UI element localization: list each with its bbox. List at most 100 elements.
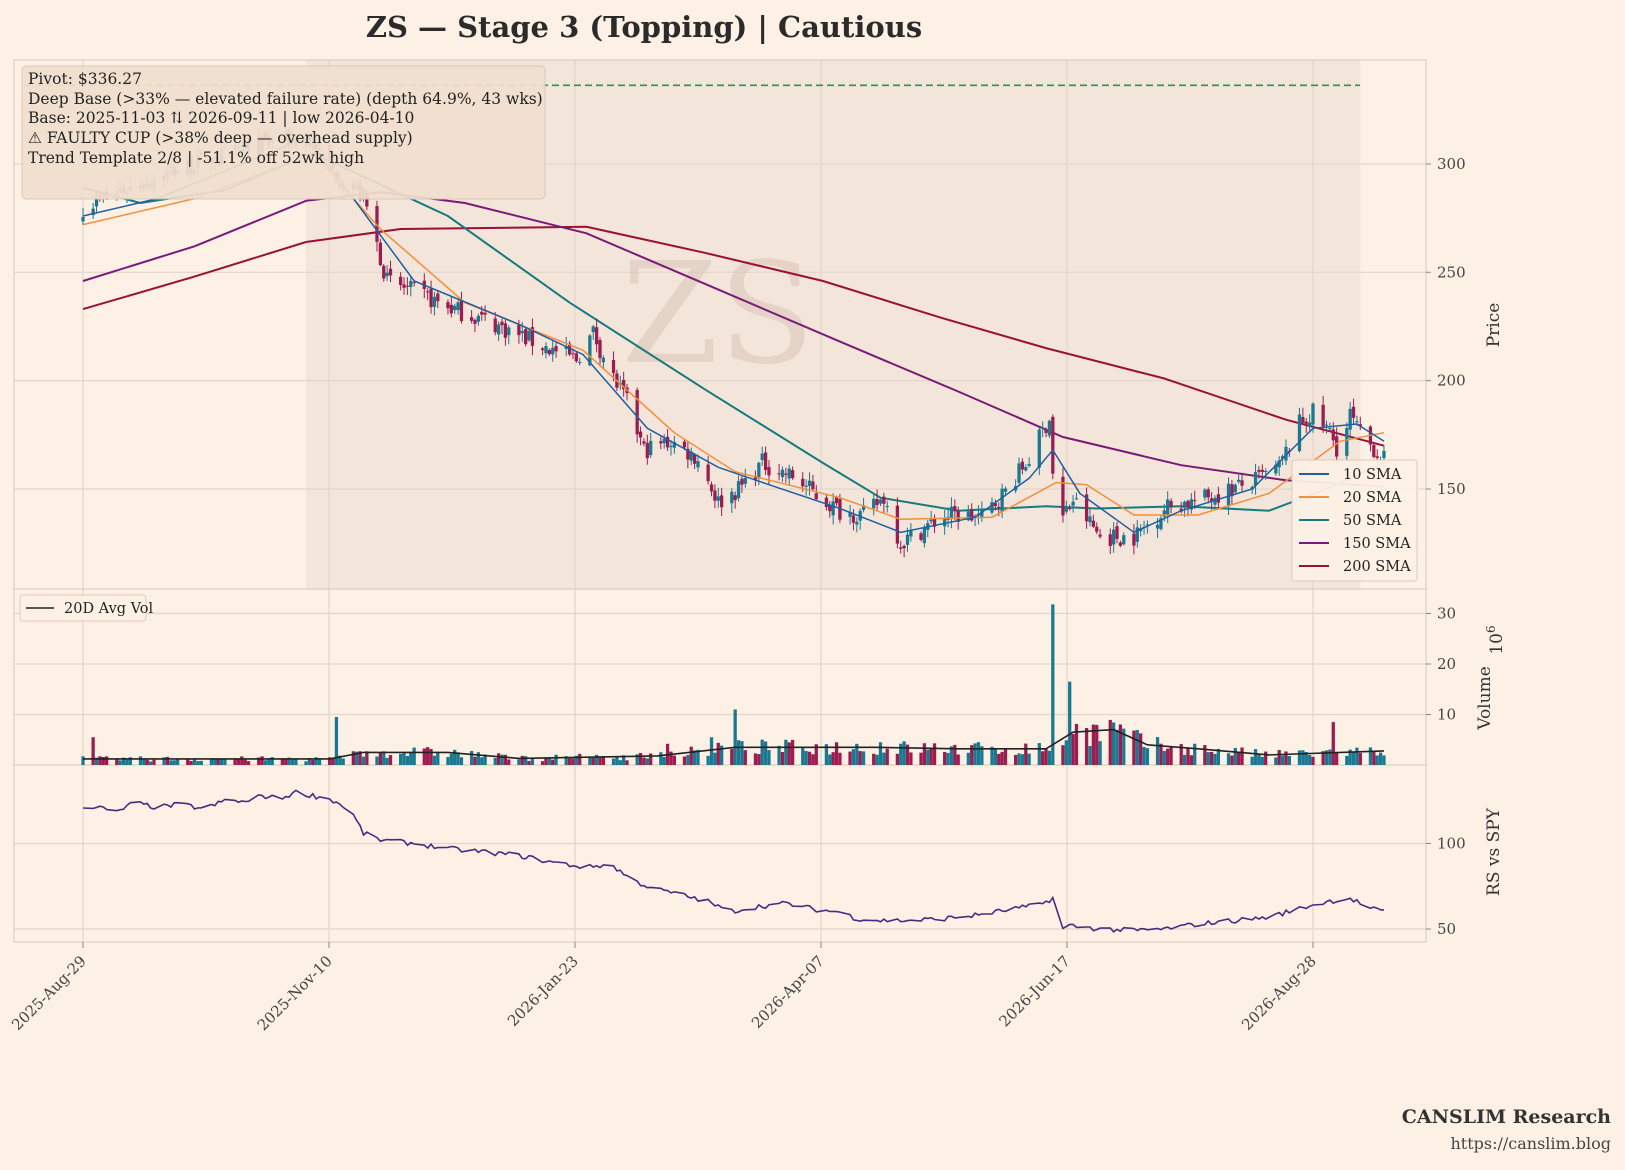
volume-bar (635, 754, 639, 765)
volume-bar (1324, 750, 1329, 765)
volume-bar (405, 755, 410, 765)
volume-bar (1375, 755, 1379, 765)
candle-body (990, 502, 994, 513)
volume-bar (760, 739, 764, 765)
candle-body (878, 499, 883, 504)
volume-bar (483, 754, 487, 765)
faulty-cup-warning: ⚠ FAULTY CUP (>38% deep — overhead suppl… (28, 129, 413, 147)
volume-bar (432, 755, 437, 765)
candle-body (861, 505, 866, 510)
candle-body (665, 436, 670, 448)
volume-bar (402, 752, 406, 765)
volume-bar (1084, 727, 1089, 765)
candle-body (1277, 460, 1281, 468)
sma20-line (82, 152, 1385, 521)
volume-bar (378, 752, 383, 765)
candle-body (385, 272, 389, 277)
candle-body (591, 326, 595, 333)
volume-bar (763, 741, 768, 765)
volume-bar (500, 754, 504, 765)
volume-bar (1331, 722, 1335, 765)
candle-body (1301, 417, 1305, 423)
candle-body (1122, 535, 1126, 545)
candle-body (814, 493, 818, 500)
volume-bar (838, 752, 842, 765)
volume-bar (976, 742, 981, 765)
candle-body (1091, 520, 1096, 527)
candle-body (1162, 510, 1166, 517)
volume-bar (246, 761, 251, 765)
volume-bar (554, 754, 558, 765)
volume-bar (426, 747, 430, 765)
volume-bar (1321, 751, 1325, 765)
volume-bar (446, 756, 450, 765)
volume-bar (422, 748, 426, 765)
volume-bar (686, 755, 690, 765)
candle-body (672, 442, 676, 448)
volume-bar (730, 748, 734, 765)
volume-bar (1378, 752, 1383, 765)
volume-bar (121, 757, 126, 765)
volume-bar (199, 760, 203, 765)
volume-bar (388, 755, 393, 765)
candle-body (682, 441, 687, 448)
volume-bar (1139, 733, 1143, 765)
candle-body (1020, 461, 1025, 470)
volume-bar (740, 741, 744, 765)
volume-bar (1162, 750, 1166, 765)
candle-body (409, 280, 413, 288)
candle-body (763, 452, 768, 471)
volume-bar (530, 758, 535, 765)
candle-body (524, 329, 528, 345)
candle-body (953, 506, 957, 512)
rs-panel-frame (13, 764, 1427, 943)
volume-bar (811, 754, 815, 765)
volume-bar (169, 760, 173, 765)
candle-body (1166, 499, 1170, 515)
volume-bar (649, 753, 653, 765)
volume-bar (909, 752, 913, 765)
price-tick-label: 250 (1437, 263, 1466, 281)
candle-body (1213, 497, 1217, 505)
candle-body (1145, 524, 1150, 526)
volume-bar (1142, 746, 1146, 765)
volume-bar (469, 750, 474, 765)
volume-bar (625, 760, 629, 765)
candle-body (855, 521, 859, 525)
volume-bar (1240, 747, 1244, 765)
volume-bar (314, 757, 318, 765)
rs-axis-label: RS vs SPY (1484, 807, 1504, 896)
legend-label: 50 SMA (1343, 513, 1402, 529)
volume-bar (551, 759, 555, 765)
candle-body (483, 312, 487, 315)
candle-body (706, 464, 710, 482)
volume-bar (236, 759, 241, 765)
watermark-ticker: ZS (621, 233, 814, 396)
volume-bar (459, 757, 464, 765)
volume-bar (142, 759, 146, 765)
volume-bar (757, 754, 761, 765)
volume-bar (115, 758, 119, 765)
volume-bar (956, 754, 960, 765)
candle-body (571, 353, 575, 355)
candle-body (598, 340, 602, 359)
legend-label: 10 SMA (1343, 467, 1402, 483)
volume-bar (1135, 729, 1139, 765)
brand-name: CANSLIM Research (1401, 1106, 1611, 1128)
candle-body (456, 302, 460, 311)
volume-bar (814, 744, 818, 765)
volume-bar (618, 760, 622, 765)
volume-bar (1166, 748, 1170, 765)
volume-axis-label: Volume (1475, 666, 1495, 731)
volume-bar (172, 760, 176, 765)
candle-body (94, 196, 99, 207)
volume-bar (496, 753, 501, 765)
candle-body (736, 481, 741, 499)
candle-body (1115, 526, 1119, 539)
volume-bar (1095, 724, 1099, 765)
volume-bar (101, 757, 105, 765)
candle-body (966, 511, 970, 521)
volume-bar (409, 752, 413, 765)
volume-bar (578, 753, 582, 765)
volume-bar (328, 757, 332, 765)
